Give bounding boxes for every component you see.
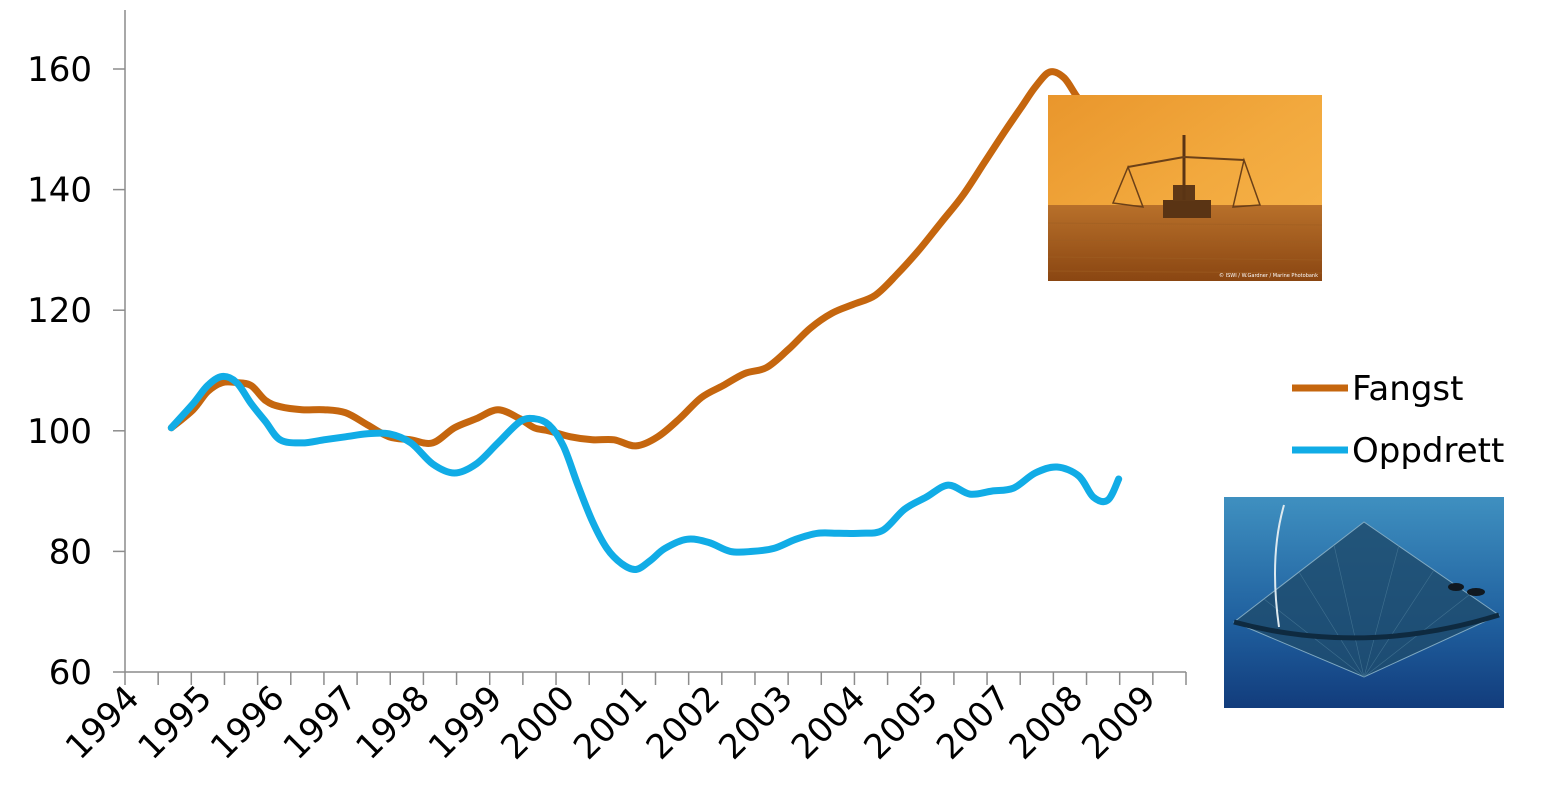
x-tick-label: 1997 <box>276 678 365 767</box>
series-line-oppdrett <box>167 372 1123 574</box>
x-tick-label: 2003 <box>711 678 800 767</box>
legend-label-oppdrett: Oppdrett <box>1352 431 1504 471</box>
series-lines <box>167 68 1123 574</box>
x-axis-ticks: 1994199519961997199819992000200120022003… <box>58 678 1164 767</box>
x-tick-label: 1998 <box>348 678 437 767</box>
x-tick-label: 2001 <box>566 678 655 767</box>
y-tick-label: 60 <box>49 653 92 693</box>
y-tick-label: 80 <box>49 532 92 572</box>
y-axis-ticks: 60 80 100 120 140 160 <box>27 50 125 693</box>
x-tick-label: 2004 <box>784 678 873 767</box>
legend-label-fangst: Fangst <box>1352 369 1463 409</box>
x-tick-label: 2009 <box>1074 678 1163 767</box>
x-tick-label: 2005 <box>856 678 945 767</box>
trawler-photo: © ISWI / W.Gardner / Marine Photobank <box>1048 95 1322 281</box>
y-tick-label: 120 <box>27 291 92 331</box>
y-tick-label: 100 <box>27 412 92 452</box>
x-tick-label: 2002 <box>639 678 728 767</box>
photo-credit: © ISWI / W.Gardner / Marine Photobank <box>1219 272 1318 279</box>
fish-cage-photo <box>1224 497 1504 708</box>
x-tick-label: 1996 <box>203 678 292 767</box>
legend: Fangst Oppdrett <box>1292 369 1504 471</box>
x-tick-label: 1995 <box>130 678 219 767</box>
x-tick-label: 2008 <box>1002 678 1091 767</box>
y-tick-label: 160 <box>27 50 92 90</box>
y-tick-label: 140 <box>27 171 92 211</box>
axes <box>124 10 1187 685</box>
series-line-fangst <box>167 68 1112 450</box>
x-tick-label: 1999 <box>421 678 510 767</box>
x-tick-label: 2007 <box>929 678 1018 767</box>
x-tick-label: 2000 <box>493 678 582 767</box>
